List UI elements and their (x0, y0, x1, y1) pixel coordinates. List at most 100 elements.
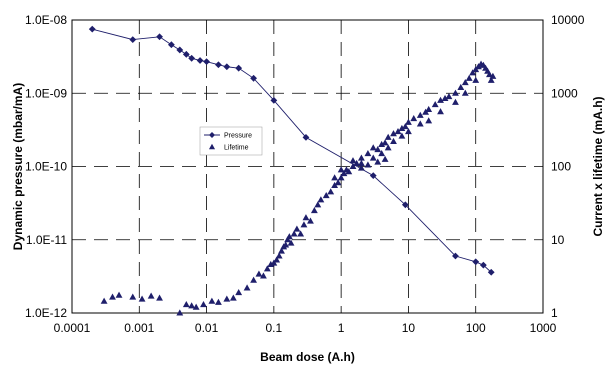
lifetime-point (461, 89, 469, 96)
lifetime-point (273, 256, 281, 263)
pressure-point (129, 36, 137, 44)
lifetime-point (263, 265, 271, 272)
lifetime-point (437, 108, 444, 115)
pressure-point (203, 58, 210, 66)
lifetime-point (176, 309, 184, 316)
y-right-tick-label: 1 (551, 306, 558, 320)
pressure-point (487, 268, 495, 276)
lifetime-point (398, 124, 406, 132)
lifetime-point (384, 133, 392, 140)
lifetime-point (357, 164, 365, 171)
lifetime-point (437, 96, 444, 103)
y-right-tick-label: 10 (551, 233, 565, 247)
tick-labels: 0.0001 0.001 0.01 0.1 1 10 100 1000 1.0E-12 1.0E-… (25, 13, 585, 335)
pressure-point (223, 63, 231, 71)
lifetime-point (138, 295, 146, 302)
x-tick-label: 0.0001 (54, 321, 91, 335)
lifetime-point (410, 115, 418, 122)
lifetime-point (381, 139, 389, 146)
lifetime-point (398, 132, 406, 139)
lifetime-point (156, 294, 163, 301)
lifetime-point (302, 214, 310, 221)
legend: Pressure Lifetime (199, 126, 263, 156)
lifetime-point (285, 233, 293, 240)
y-left-tick-label: 1.0E-11 (26, 233, 67, 247)
lifetime-point (416, 111, 424, 118)
y-right-tick-label: 10000 (551, 13, 585, 27)
x-tick-label: 0.001 (124, 321, 154, 335)
y-right-tick-label: 100 (551, 160, 571, 174)
lifetime-point (364, 161, 372, 168)
lifetime-point (115, 291, 123, 298)
plot-frame (71, 19, 544, 314)
lifetime-point (390, 137, 397, 144)
lifetime-point (282, 241, 290, 248)
lifetime-point (416, 120, 424, 127)
series-pressure (88, 25, 495, 276)
pressure-point (401, 201, 409, 209)
series-layer (88, 25, 497, 316)
lifetime-point (243, 284, 251, 291)
left-y-axis-title: Dynamic pressure (mbar/mA) (11, 83, 25, 250)
lifetime-point (425, 105, 433, 113)
pressure-point (452, 252, 459, 260)
pressure-point (167, 41, 175, 49)
pressure-point (472, 258, 480, 266)
lifetime-point (223, 295, 231, 302)
lifetime-point (405, 127, 412, 135)
x-tick-label: 1000 (530, 321, 557, 335)
lifetime-point (364, 150, 372, 157)
lifetime-point (322, 192, 330, 199)
lifetime-point (489, 72, 497, 79)
pressure-point (156, 33, 163, 41)
lifetime-point (486, 70, 493, 78)
lifetime-point (405, 118, 412, 125)
lifetime-point (487, 76, 495, 83)
legend-pressure-label: Pressure (224, 133, 252, 140)
lifetime-point (250, 276, 258, 283)
lifetime-point (465, 74, 473, 81)
lifetime-point (182, 301, 190, 308)
y-right-tick-label: 1000 (551, 86, 578, 100)
lifetime-point (445, 93, 453, 100)
pressure-point (369, 172, 377, 180)
lifetime-point (270, 259, 278, 266)
legend-box (199, 126, 263, 156)
lifetime-point (314, 201, 322, 208)
lifetime-point (401, 123, 409, 130)
lifetime-point (235, 288, 243, 296)
lifetime-point (200, 301, 207, 308)
series-lifetime (100, 60, 497, 316)
lifetime-point (345, 168, 353, 175)
lifetime-point (334, 179, 342, 186)
lifetime-point (425, 117, 433, 124)
lifetime-point (300, 221, 308, 228)
lifetime-point (293, 225, 301, 232)
lifetime-point (461, 78, 469, 86)
lifetime-point (469, 69, 477, 76)
x-tick-label: 1 (338, 321, 345, 335)
y-left-tick-label: 1.0E-10 (25, 160, 67, 174)
pressure-point (215, 61, 222, 69)
right-y-axis-title: Current x lifetime (mA.h) (591, 96, 605, 236)
legend-pressure-marker (209, 132, 215, 138)
legend-lifetime-marker (208, 143, 216, 150)
x-tick-label: 0.01 (195, 321, 219, 335)
y-left-tick-label: 1.0E-12 (25, 306, 67, 320)
lifetime-point (374, 158, 382, 165)
lifetime-point (255, 270, 263, 277)
pressure-point (176, 46, 184, 54)
lifetime-point (214, 298, 222, 305)
pressure-point (250, 74, 258, 82)
lifetime-point (287, 239, 295, 246)
lifetime-point (310, 207, 318, 214)
lifetime-point (275, 252, 283, 259)
lifetime-point (472, 76, 480, 83)
lifetime-point (452, 98, 459, 105)
legend-lifetime-label: Lifetime (224, 145, 249, 152)
x-tick-label: 10 (402, 321, 416, 335)
x-tick-label: 0.1 (266, 321, 283, 335)
lifetime-point (337, 166, 345, 173)
lifetime-point (147, 292, 155, 299)
